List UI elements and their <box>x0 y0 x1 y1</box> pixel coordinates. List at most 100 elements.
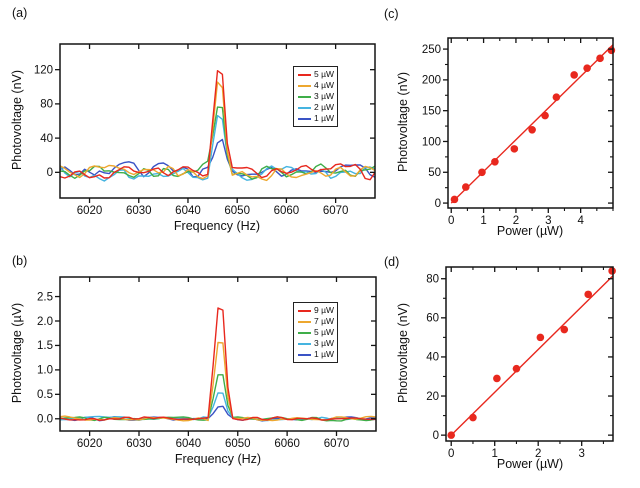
panel-c-data-point <box>596 54 604 63</box>
legend-entry-label: 1 µW <box>314 113 335 123</box>
legend-entry-label: 9 µW <box>314 305 335 315</box>
panel-d-ytick-label: 40 <box>426 352 439 364</box>
panel-c-data-point <box>583 64 591 72</box>
panel-d-xtick-label: 1 <box>492 448 498 460</box>
legend-entry-label: 1 µW <box>314 349 335 359</box>
panel-d-data-point <box>536 333 545 342</box>
panel-a-series-4µW <box>60 81 375 182</box>
legend-line-swatch <box>298 353 311 356</box>
panel-c-ytick-label: 150 <box>422 105 441 117</box>
legend-line-swatch <box>298 106 311 109</box>
panel-d-ytick-label: 0 <box>433 430 439 442</box>
legend-line-swatch <box>298 73 311 76</box>
panel-c-xtick-label: 0 <box>448 215 454 227</box>
panel-c-data-point <box>510 145 519 153</box>
legend-line-swatch <box>298 331 311 334</box>
legend-entry-label: 3 µW <box>314 91 335 101</box>
panel-d-data-point <box>560 325 569 334</box>
panel-c-xtick-label: 4 <box>577 215 584 227</box>
panel-d-data-point <box>493 374 501 383</box>
panel-b-series-9µW <box>60 307 376 421</box>
panel-d-data-point <box>584 290 593 299</box>
panel-a-ytick-label: 80 <box>40 99 53 111</box>
panel-b-ytick-label: 1.0 <box>37 365 53 377</box>
panel-d-ytick-label: 80 <box>426 274 439 286</box>
panel-a-yaxis-title: Photovoltage (nV) <box>10 69 24 171</box>
panel-b-ytick-label: 2.5 <box>37 291 53 303</box>
legend-entry: 4 µW <box>298 80 334 91</box>
panel-d-data-point <box>512 364 521 373</box>
panel-c-data-point <box>478 168 486 177</box>
legend-line-swatch <box>298 117 311 120</box>
panel-a-xtick-label: 6070 <box>323 205 349 217</box>
panel-c-ytick-label: 0 <box>435 198 441 210</box>
panel-a-frame <box>59 43 376 199</box>
panel-c-data-point <box>528 125 536 134</box>
panel-a-xaxis-title: Frequency (Hz) <box>173 219 261 233</box>
panel-c-xtick-label: 3 <box>545 215 551 227</box>
panel-b-series-5µW <box>60 374 376 422</box>
panel-d-fit-line <box>450 275 613 436</box>
panel-c-plot: 0 1 2 3 4 0 50 100 150 200 250 <box>422 37 616 227</box>
panel-c-data-point <box>570 71 578 79</box>
panel-a-xtick-label: 6030 <box>126 205 152 217</box>
panel-a-series-1µW <box>60 138 375 178</box>
panel-b-xtick-label: 6060 <box>274 438 300 450</box>
panel-a-legend: 5 µW 4 µW 3 µW 2 µW 1 µW <box>293 66 339 127</box>
panel-d-frame <box>445 266 614 442</box>
panel-d-yaxis-title: Photovoltage (nV) <box>396 302 410 404</box>
panel-a-xtick-label: 6020 <box>77 205 103 217</box>
panel-c-yaxis-title: Photovoltage (nV) <box>396 71 410 173</box>
panel-a-series-3µW <box>60 106 375 180</box>
panel-b-xtick-label: 6070 <box>324 438 350 450</box>
panel-c-ytick-label: 100 <box>422 136 441 148</box>
panel-d-data-point <box>608 267 616 275</box>
legend-line-swatch <box>298 342 311 345</box>
panel-b-ytick-label: 2.0 <box>37 316 53 328</box>
panel-c-data-point <box>450 195 459 204</box>
panel-b-yaxis-title: Photovoltage (µV) <box>10 302 24 404</box>
panel-b-letter: (b) <box>12 254 28 268</box>
panel-a-series-2µW <box>60 114 375 182</box>
panel-a-letter: (a) <box>12 6 28 20</box>
legend-entry-label: 2 µW <box>314 102 335 112</box>
panel-d-ytick-label: 20 <box>426 391 439 403</box>
legend-entry: 2 µW <box>298 102 334 113</box>
legend-entry-label: 7 µW <box>314 316 335 326</box>
panel-d-plot: 0 1 2 3 0 20 40 60 80 <box>426 266 616 460</box>
legend-entry: 5 µW <box>298 69 334 80</box>
panel-b-xtick-label: 6050 <box>225 438 251 450</box>
panel-a-series-5µW <box>60 69 375 181</box>
panel-c-xtick-label: 1 <box>480 215 486 227</box>
legend-entry: 1 µW <box>298 113 334 124</box>
legend-line-swatch <box>298 309 311 312</box>
panel-c-ytick-label: 50 <box>428 167 441 179</box>
panel-c-ytick-label: 250 <box>422 44 441 56</box>
panel-b-xaxis-title: Frequency (Hz) <box>174 452 262 466</box>
panel-b-xtick-label: 6020 <box>77 438 103 450</box>
legend-entry: 1 µW <box>298 349 334 360</box>
panel-a-xtick-label: 6040 <box>175 205 201 217</box>
legend-entry-label: 5 µW <box>314 69 335 79</box>
panel-b-legend: 9 µW 7 µW 5 µW 3 µW 1 µW <box>293 302 339 363</box>
panel-b-ytick-label: 1.5 <box>37 340 53 352</box>
panel-c-data-point <box>491 158 499 166</box>
panel-b-ytick-label: 0.5 <box>37 389 53 401</box>
panel-d-letter: (d) <box>384 255 400 269</box>
panel-d-xtick-label: 2 <box>535 448 541 460</box>
legend-line-swatch <box>298 84 311 87</box>
legend-entry: 3 µW <box>298 338 334 349</box>
panel-c-data-point <box>461 183 470 191</box>
legend-entry: 7 µW <box>298 316 334 327</box>
panel-a-xtick-label: 6050 <box>224 205 250 217</box>
panel-a-ytick-label: 0 <box>47 167 53 179</box>
panel-c-data-point <box>552 93 561 101</box>
panel-a-ytick-label: 40 <box>40 133 53 145</box>
panel-a-ytick-label: 120 <box>34 64 53 76</box>
panel-d-data-point <box>469 413 477 422</box>
panel-c-frame <box>447 37 614 209</box>
panel-d-xtick-label: 0 <box>448 448 454 460</box>
legend-line-swatch <box>298 95 311 98</box>
